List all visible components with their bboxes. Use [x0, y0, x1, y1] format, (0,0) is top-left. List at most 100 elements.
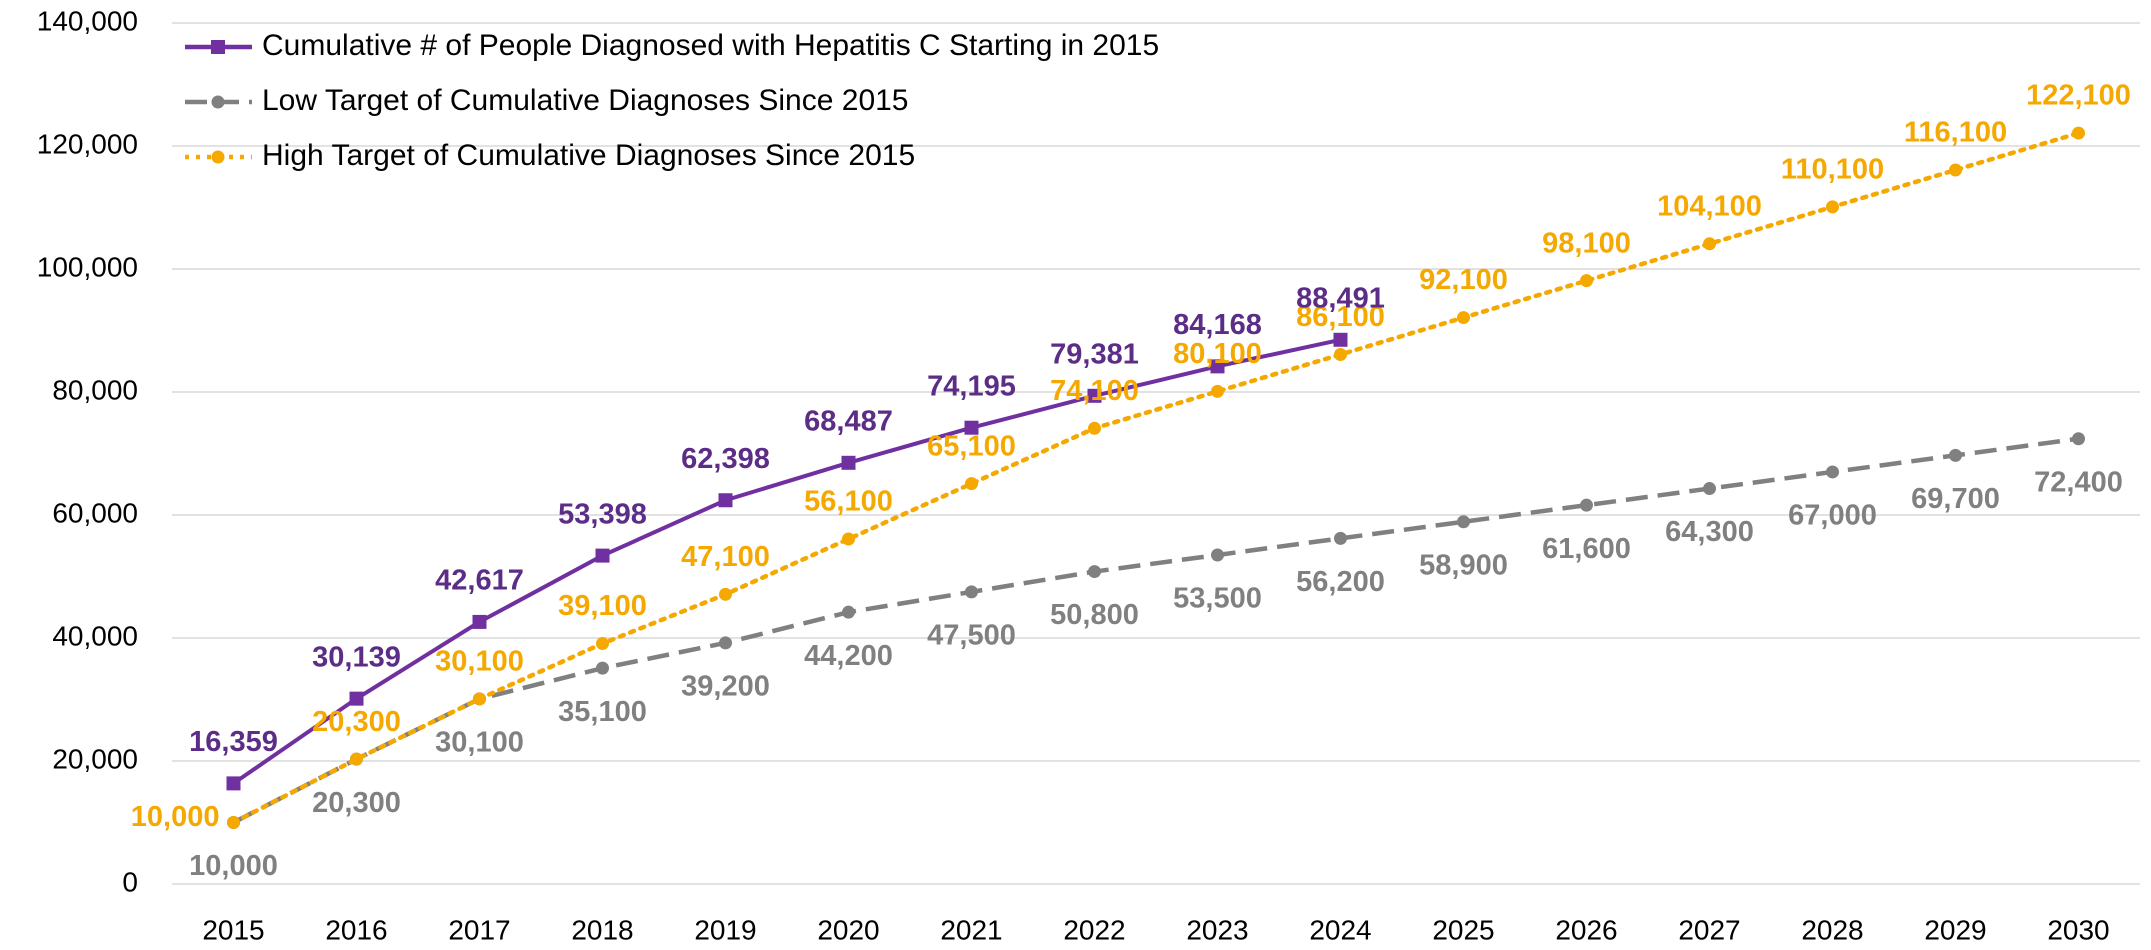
y-tick-label: 140,000	[37, 5, 138, 36]
data-label: 56,200	[1296, 566, 1385, 598]
x-tick-label: 2016	[325, 914, 387, 945]
y-tick-label: 120,000	[37, 128, 138, 159]
data-label: 53,398	[558, 498, 647, 530]
data-label: 10,000	[131, 801, 220, 833]
data-label: 110,100	[1781, 154, 1884, 186]
data-label: 62,398	[681, 443, 770, 475]
data-label: 67,000	[1788, 500, 1877, 532]
series-line	[232, 436, 2079, 825]
x-tick-label: 2018	[571, 914, 633, 945]
data-label: 80,100	[1173, 338, 1262, 370]
x-tick-label: 2030	[2047, 914, 2109, 945]
marker	[842, 605, 855, 619]
legend-marker	[211, 40, 225, 54]
x-tick-label: 2022	[1063, 914, 1125, 945]
y-tick-label: 100,000	[37, 251, 138, 282]
marker	[1211, 384, 1224, 398]
data-label: 39,200	[681, 671, 770, 703]
marker	[964, 420, 979, 435]
data-label: 68,487	[804, 405, 893, 437]
data-label: 50,800	[1050, 599, 1139, 631]
data-label: 65,100	[927, 430, 1016, 462]
marker	[2072, 126, 2085, 140]
legend-label: Cumulative # of People Diagnosed with He…	[262, 29, 1159, 62]
marker	[595, 548, 610, 563]
marker	[1457, 311, 1470, 325]
marker	[1826, 200, 1839, 214]
y-tick-label: 40,000	[52, 620, 138, 651]
x-tick-label: 2021	[940, 914, 1002, 945]
data-label: 56,100	[804, 486, 893, 518]
data-label: 20,300	[312, 787, 401, 819]
x-tick-label: 2020	[817, 914, 879, 945]
data-label: 69,700	[1911, 483, 2000, 515]
marker	[719, 587, 732, 601]
marker	[1703, 237, 1716, 251]
marker	[719, 636, 732, 650]
marker	[965, 477, 978, 491]
x-tick-label: 2028	[1801, 914, 1863, 945]
x-tick-label: 2024	[1309, 914, 1371, 945]
marker	[227, 816, 240, 829]
marker	[965, 585, 978, 599]
data-label: 30,100	[435, 646, 524, 678]
marker	[1210, 359, 1225, 374]
marker	[473, 692, 486, 706]
data-label: 20,300	[312, 706, 401, 738]
marker	[2072, 432, 2085, 446]
x-tick-label: 2027	[1678, 914, 1740, 945]
legend-marker	[211, 95, 225, 109]
data-label: 79,381	[1050, 338, 1139, 370]
data-label: 30,139	[312, 641, 401, 673]
x-tick-label: 2025	[1432, 914, 1494, 945]
marker	[1949, 448, 1962, 462]
series-line	[231, 130, 2081, 825]
marker	[472, 614, 487, 629]
data-label: 53,500	[1173, 583, 1262, 615]
marker	[1088, 565, 1101, 579]
data-label: 72,400	[2034, 466, 2123, 498]
data-label: 39,100	[558, 590, 647, 622]
data-label: 74,100	[1050, 375, 1139, 407]
marker	[1826, 465, 1839, 479]
y-tick-label: 20,000	[52, 743, 138, 774]
data-label: 74,195	[927, 370, 1016, 402]
x-tick-label: 2023	[1186, 914, 1248, 945]
y-tick-label: 0	[122, 866, 138, 897]
data-label: 44,200	[804, 640, 893, 672]
data-label: 16,359	[189, 726, 278, 758]
data-label: 122,100	[2026, 80, 2131, 112]
data-label: 104,100	[1657, 190, 1762, 222]
marker	[1334, 531, 1347, 545]
y-tick-label: 60,000	[52, 497, 138, 528]
data-label: 10,000	[189, 850, 278, 882]
data-label: 86,100	[1296, 301, 1385, 333]
marker	[596, 637, 609, 651]
legend-label: High Target of Cumulative Diagnoses Sinc…	[262, 139, 915, 172]
x-tick-label: 2017	[448, 914, 510, 945]
data-label: 30,100	[435, 727, 524, 759]
data-label: 47,500	[927, 620, 1016, 652]
data-label: 64,300	[1665, 516, 1754, 548]
y-tick-label: 80,000	[52, 374, 138, 405]
marker	[718, 493, 733, 508]
marker	[1703, 482, 1716, 496]
marker	[841, 455, 856, 470]
data-label: 58,900	[1419, 549, 1508, 581]
marker	[350, 752, 363, 766]
legend-label: Low Target of Cumulative Diagnoses Since…	[262, 84, 909, 117]
marker	[1088, 421, 1101, 435]
x-tick-label: 2029	[1924, 914, 1986, 945]
data-label: 116,100	[1904, 117, 2007, 149]
data-label: 35,100	[558, 696, 647, 728]
series-line	[232, 337, 1341, 786]
marker	[226, 776, 241, 791]
marker	[1580, 274, 1593, 288]
data-label: 61,600	[1542, 533, 1631, 565]
marker	[596, 661, 609, 675]
marker	[1580, 498, 1593, 512]
marker	[349, 691, 364, 706]
data-label: 88,491	[1296, 282, 1385, 314]
marker	[1457, 515, 1470, 529]
